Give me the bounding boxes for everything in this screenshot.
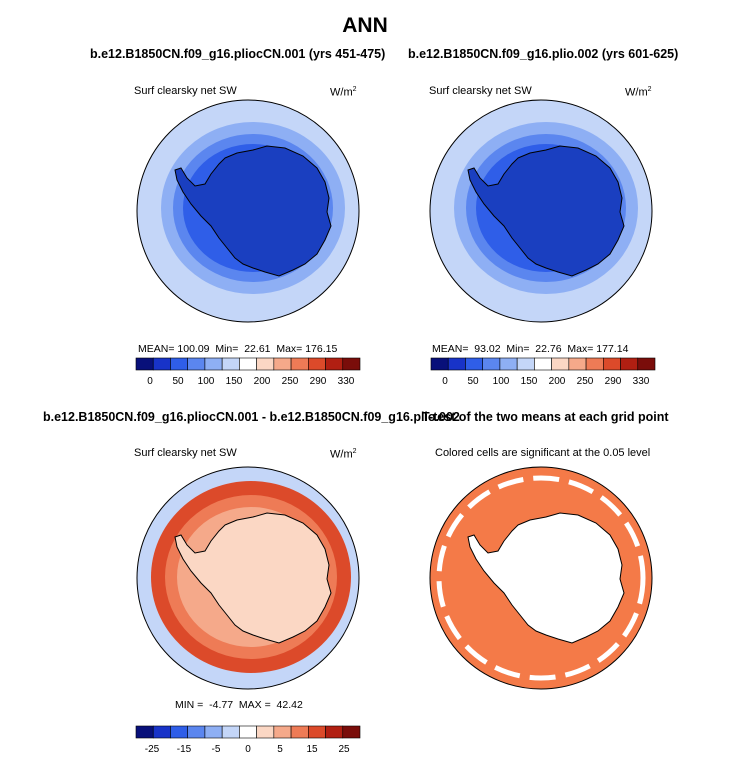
antarctica-outline: [174, 512, 332, 644]
colorbar-label: 5: [277, 744, 283, 755]
colorbar-swatch: [221, 725, 240, 739]
map-panel-br: [429, 466, 653, 690]
panel-bl-variable: Surf clearsky net SW: [134, 447, 237, 459]
colorbar-swatch: [308, 725, 326, 739]
colorbar-label: 200: [254, 376, 271, 387]
colorbar-swatch: [170, 357, 188, 371]
colorbar-label: 0: [147, 376, 153, 387]
colorbar-swatch: [152, 357, 171, 371]
colorbar-swatch: [135, 357, 154, 371]
colorbar-label: 290: [310, 376, 327, 387]
colorbar-swatch: [342, 725, 361, 739]
panel-tr-case-title: b.e12.B1850CN.f09_g16.plio.002 (yrs 601-…: [408, 47, 679, 61]
antarctica-outline: [174, 145, 332, 277]
panel-bl-units: W/m2: [330, 448, 357, 461]
panel-tl-stats: MEAN= 100.09 Min= 22.61 Max= 176.15: [138, 343, 338, 355]
colorbar-label: 150: [226, 376, 243, 387]
colorbar-tl: 0 50 100 150 200 250 290 330: [135, 357, 361, 387]
colorbar-swatch: [204, 357, 223, 371]
colorbar-label: 250: [577, 376, 594, 387]
colorbar-tr: 0 50 100 150 200 250 290 330: [430, 357, 656, 387]
panel-tr-stats: MEAN= 93.02 Min= 22.76 Max= 177.14: [432, 343, 629, 355]
figure-title: ANN: [342, 14, 388, 37]
colorbar-swatch: [325, 725, 344, 739]
panel-tl-case-title: b.e12.B1850CN.f09_g16.pliocCN.001 (yrs 4…: [90, 47, 386, 61]
nonsignificant-ring: [436, 475, 646, 681]
colorbar-label: -5: [212, 744, 221, 755]
colorbar-swatch: [342, 357, 361, 371]
map-panel-tr: [429, 99, 653, 323]
colorbar-swatch: [308, 357, 326, 371]
colorbar-swatch: [256, 357, 275, 371]
colorbar-swatch: [499, 357, 518, 371]
panel-tl-variable: Surf clearsky net SW: [134, 85, 237, 97]
colorbar-swatch: [273, 725, 292, 739]
antarctica-outline: [467, 512, 625, 644]
colorbar-swatch: [221, 357, 240, 371]
colorbar-swatch: [239, 725, 257, 739]
map-panel-bl: [136, 466, 360, 690]
map-panel-tl: [136, 99, 360, 323]
colorbar-swatch: [239, 357, 257, 371]
colorbar-swatch: [534, 357, 552, 371]
colorbar-label: 100: [198, 376, 215, 387]
panel-bl-stats: MIN = -4.77 MAX = 42.42: [175, 699, 303, 711]
colorbar-swatch: [152, 725, 171, 739]
colorbar-swatch: [273, 357, 292, 371]
colorbar-swatch: [204, 725, 223, 739]
colorbar-label: 0: [442, 376, 448, 387]
panel-bl-case-title: b.e12.B1850CN.f09_g16.pliocCN.001 - b.e1…: [43, 410, 460, 424]
colorbar-swatch: [290, 725, 309, 739]
panel-br-variable: Colored cells are significant at the 0.0…: [435, 447, 651, 459]
colorbar-label: -15: [177, 744, 192, 755]
colorbar-swatch: [465, 357, 483, 371]
colorbar-swatch: [482, 357, 501, 371]
colorbar-swatch: [637, 357, 656, 371]
colorbar-swatch: [135, 725, 154, 739]
colorbar-label: 15: [306, 744, 318, 755]
colorbar-swatch: [430, 357, 449, 371]
panel-tl-units: W/m2: [330, 86, 357, 99]
panel-br-case-title: T-test of the two means at each grid poi…: [422, 410, 669, 424]
colorbar-swatch: [187, 357, 206, 371]
colorbar-label: 330: [633, 376, 650, 387]
colorbar-label: 0: [245, 744, 251, 755]
antarctica-outline: [467, 145, 625, 277]
colorbar-swatch: [187, 725, 206, 739]
colorbar-swatch: [568, 357, 587, 371]
colorbar-label: 100: [493, 376, 510, 387]
colorbar-label: 25: [338, 744, 350, 755]
colorbar-swatch: [170, 725, 188, 739]
colorbar-label: 50: [172, 376, 184, 387]
colorbar-label: 290: [605, 376, 622, 387]
colorbar-swatch: [603, 357, 621, 371]
colorbar-swatch: [516, 357, 535, 371]
colorbar-swatch: [325, 357, 344, 371]
colorbar-swatch: [620, 357, 639, 371]
colorbar-label: 200: [549, 376, 566, 387]
colorbar-label: 50: [467, 376, 479, 387]
colorbar-label: 150: [521, 376, 538, 387]
colorbar-swatch: [256, 725, 275, 739]
colorbar-label: 250: [282, 376, 299, 387]
colorbar-label: -25: [145, 744, 160, 755]
colorbar-swatch: [585, 357, 604, 371]
colorbar-swatch: [290, 357, 309, 371]
panel-tr-units: W/m2: [625, 86, 652, 99]
colorbar-swatch: [447, 357, 466, 371]
colorbar-bl: -25 -15 -5 0 5 15 25: [135, 725, 361, 755]
colorbar-swatch: [551, 357, 570, 371]
colorbar-label: 330: [338, 376, 355, 387]
panel-tr-variable: Surf clearsky net SW: [429, 85, 532, 97]
